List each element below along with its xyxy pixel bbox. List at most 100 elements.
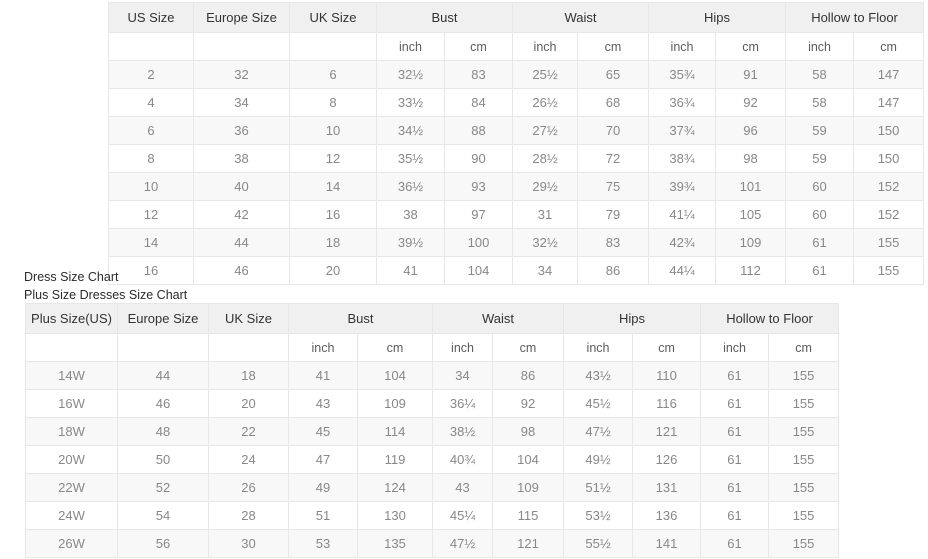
table-cell: 18 xyxy=(289,228,377,257)
column-header-hollow-to-floor: Hollow to Floor xyxy=(700,303,840,334)
table-cell: 33½ xyxy=(376,88,445,117)
table-row: 24W 54 28 51 130 45¼ 115 53½ 136 61 155 xyxy=(25,501,840,530)
table-cell: 16 xyxy=(289,200,377,229)
table-cell: 126 xyxy=(632,445,702,474)
table-cell: 109 xyxy=(715,228,787,257)
table-cell: 109 xyxy=(492,473,565,502)
table-cell: 83 xyxy=(577,228,650,257)
table-cell: 26½ xyxy=(512,88,579,117)
table-cell: 119 xyxy=(356,445,434,474)
table-row: 12 42 16 38 97 31 79 41¼ 105 60 152 xyxy=(108,200,925,229)
table-cell: 22W xyxy=(25,473,118,502)
table-cell: 8 xyxy=(108,144,194,173)
table-cell: 104 xyxy=(356,361,434,390)
table-cell: 114 xyxy=(356,417,434,446)
table-cell: 58 xyxy=(785,60,855,89)
table-cell: 43½ xyxy=(563,361,634,390)
table-cell: 31 xyxy=(512,200,579,229)
table-row: 4 34 8 33½ 84 26½ 68 36¾ 92 58 147 xyxy=(108,88,925,117)
table-cell: 91 xyxy=(715,60,787,89)
unit-header-cm: cm xyxy=(356,333,434,362)
table-cell: 98 xyxy=(492,417,565,446)
table-cell: 155 xyxy=(768,389,840,418)
table-cell: 86 xyxy=(492,361,565,390)
unit-row: inch cm inch cm inch cm inch cm xyxy=(25,333,840,362)
table-cell: 12 xyxy=(289,144,377,173)
table-cell: 116 xyxy=(632,389,702,418)
empty-cell xyxy=(289,32,377,61)
table-cell: 38 xyxy=(376,200,445,229)
table-row: 16W 46 20 43 109 36¼ 92 45½ 116 61 155 xyxy=(25,389,840,418)
table-cell: 124 xyxy=(356,473,434,502)
table-cell: 36 xyxy=(193,116,290,145)
table-cell: 44¼ xyxy=(648,256,717,285)
table-cell: 79 xyxy=(577,200,650,229)
table-row: 22W 52 26 49 124 43 109 51½ 131 61 155 xyxy=(25,473,840,502)
table-row: 2 32 6 32½ 83 25½ 65 35¾ 91 58 147 xyxy=(108,60,925,89)
table-cell: 109 xyxy=(356,389,434,418)
unit-header-cm: cm xyxy=(853,32,925,61)
table-cell: 56 xyxy=(117,529,209,558)
table-cell: 150 xyxy=(853,116,925,145)
table-cell: 46 xyxy=(193,256,290,285)
table-cell: 47½ xyxy=(563,417,634,446)
section-titles: Dress Size Chart Plus Size Dresses Size … xyxy=(24,268,187,304)
table-cell: 97 xyxy=(443,200,514,229)
column-header-europe-size: Europe Size xyxy=(193,2,290,33)
table-cell: 100 xyxy=(443,228,514,257)
table-cell: 38½ xyxy=(432,417,494,446)
table-cell: 110 xyxy=(632,361,702,390)
column-header-uk-size: UK Size xyxy=(289,2,377,33)
table-cell: 55½ xyxy=(563,529,634,558)
table-cell: 155 xyxy=(768,529,840,558)
column-header-uk-size: UK Size xyxy=(208,303,289,334)
table-cell: 36¾ xyxy=(648,88,717,117)
table-cell: 61 xyxy=(700,445,770,474)
unit-header-inch: inch xyxy=(432,333,494,362)
table-cell: 121 xyxy=(632,417,702,446)
table-cell: 98 xyxy=(715,144,787,173)
table-cell: 61 xyxy=(700,389,770,418)
table-cell: 45 xyxy=(288,417,358,446)
table-cell: 16W xyxy=(25,389,118,418)
empty-cell xyxy=(208,333,289,362)
unit-header-inch: inch xyxy=(785,32,855,61)
table-cell: 18W xyxy=(25,417,118,446)
table-cell: 90 xyxy=(443,144,514,173)
table-row: 6 36 10 34½ 88 27½ 70 37¾ 96 59 150 xyxy=(108,116,925,145)
table-cell: 92 xyxy=(492,389,565,418)
unit-header-inch: inch xyxy=(288,333,358,362)
table-cell: 155 xyxy=(768,361,840,390)
table-cell: 12 xyxy=(108,200,194,229)
table-cell: 61 xyxy=(785,228,855,257)
table-cell: 155 xyxy=(768,473,840,502)
table-cell: 147 xyxy=(853,88,925,117)
column-header-hips: Hips xyxy=(563,303,702,334)
table-cell: 44 xyxy=(117,361,209,390)
table-cell: 32½ xyxy=(376,60,445,89)
table-cell: 60 xyxy=(785,200,855,229)
table-cell: 10 xyxy=(108,172,194,201)
table-row: 10 40 14 36½ 93 29½ 75 39¾ 101 60 152 xyxy=(108,172,925,201)
table-cell: 37¾ xyxy=(648,116,717,145)
table-cell: 28½ xyxy=(512,144,579,173)
table-cell: 72 xyxy=(577,144,650,173)
table-cell: 45½ xyxy=(563,389,634,418)
column-header-europe-size: Europe Size xyxy=(117,303,209,334)
table-cell: 70 xyxy=(577,116,650,145)
table-cell: 43 xyxy=(432,473,494,502)
table-cell: 6 xyxy=(108,116,194,145)
table-row: 16 46 20 41 104 34 86 44¼ 112 61 155 xyxy=(108,256,925,285)
column-header-bust: Bust xyxy=(375,2,514,33)
table-cell: 104 xyxy=(443,256,514,285)
table-cell: 75 xyxy=(577,172,650,201)
table-cell: 131 xyxy=(632,473,702,502)
table-cell: 155 xyxy=(853,228,925,257)
table-cell: 20 xyxy=(289,256,377,285)
table-cell: 112 xyxy=(715,256,787,285)
table-cell: 46 xyxy=(117,389,209,418)
table-cell: 61 xyxy=(785,256,855,285)
unit-header-inch: inch xyxy=(648,32,717,61)
column-header-waist: Waist xyxy=(432,303,565,334)
table-cell: 2 xyxy=(108,60,194,89)
